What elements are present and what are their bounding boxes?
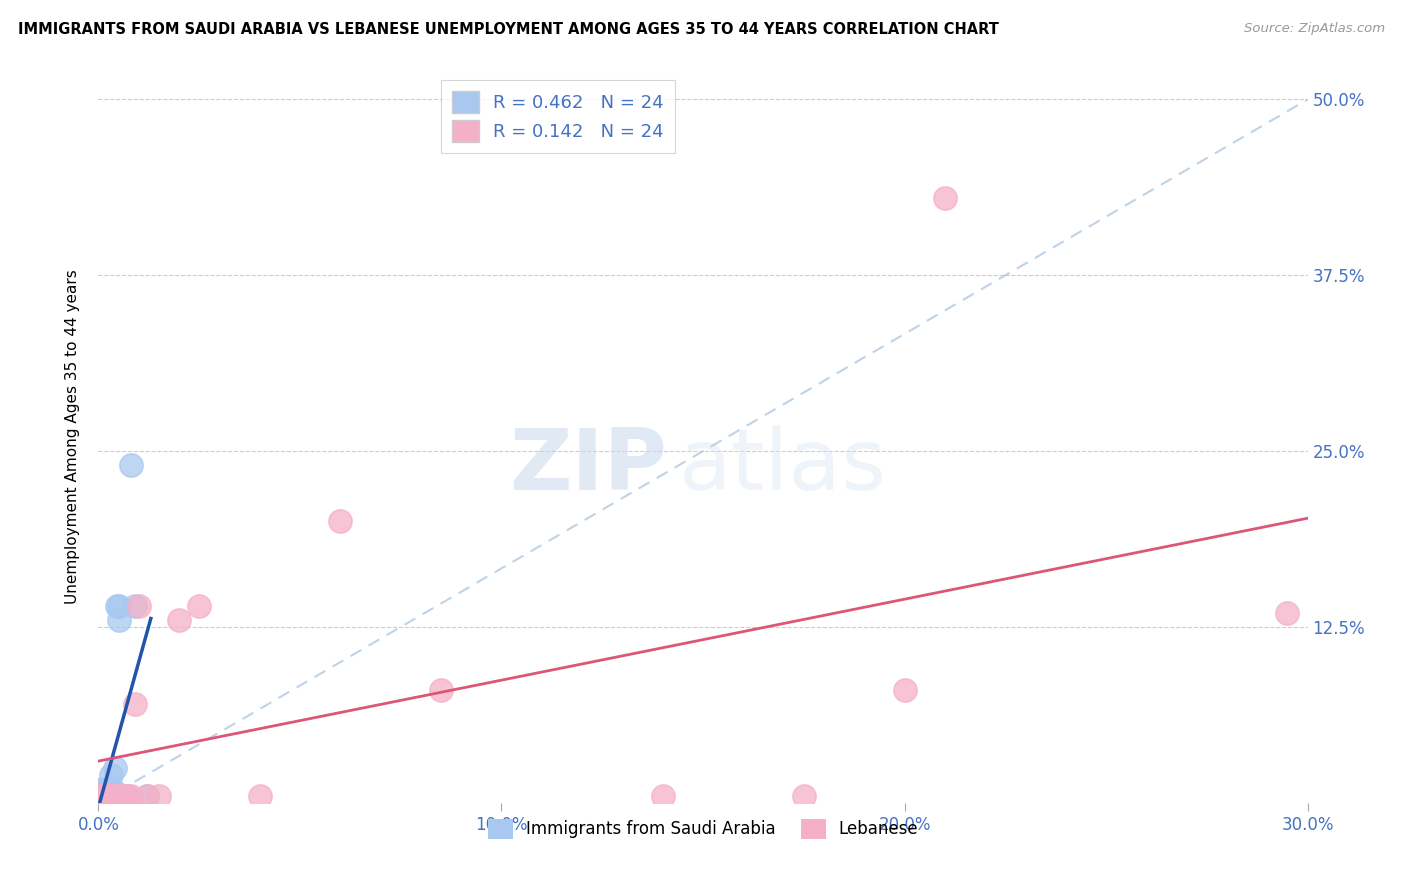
Point [91, 781, 114, 796]
Point [100, 767, 122, 781]
Point [793, 789, 815, 803]
Point [89, 789, 111, 803]
Point [893, 683, 915, 698]
Point [651, 789, 673, 803]
Point [96, 784, 118, 798]
Point [167, 613, 190, 627]
Text: Source: ZipAtlas.com: Source: ZipAtlas.com [1244, 22, 1385, 36]
Text: atlas: atlas [679, 425, 887, 508]
Point [249, 789, 271, 803]
Point [107, 599, 129, 613]
Point [100, 789, 122, 803]
Point [100, 789, 122, 803]
Point [135, 789, 157, 803]
Point [89, 789, 111, 803]
Point [103, 784, 125, 798]
Point [120, 789, 142, 803]
Point [93, 789, 115, 803]
Point [107, 789, 129, 803]
Point [96, 789, 118, 803]
Point [124, 698, 146, 712]
Point [329, 515, 352, 529]
Point [100, 781, 122, 796]
Point [1277, 606, 1299, 620]
Point [128, 599, 150, 613]
Y-axis label: Unemployment Among Ages 35 to 44 years: Unemployment Among Ages 35 to 44 years [65, 269, 80, 605]
Point [91, 789, 114, 803]
Point [100, 789, 122, 803]
Point [96, 781, 118, 796]
Point [115, 789, 138, 803]
Point [107, 789, 129, 803]
Point [120, 458, 142, 473]
Point [124, 599, 146, 613]
Text: IMMIGRANTS FROM SAUDI ARABIA VS LEBANESE UNEMPLOYMENT AMONG AGES 35 TO 44 YEARS : IMMIGRANTS FROM SAUDI ARABIA VS LEBANESE… [18, 22, 1000, 37]
Point [103, 789, 125, 803]
Point [111, 789, 134, 803]
Point [188, 599, 211, 613]
Text: ZIP: ZIP [509, 425, 666, 508]
Point [97, 789, 120, 803]
Point [111, 789, 134, 803]
Point [148, 789, 170, 803]
Point [135, 789, 157, 803]
Point [934, 191, 956, 205]
Point [96, 789, 118, 803]
Point [105, 599, 128, 613]
Point [107, 613, 129, 627]
Point [115, 789, 138, 803]
Point [101, 789, 124, 803]
Point [91, 789, 114, 803]
Point [430, 683, 453, 698]
Legend: Immigrants from Saudi Arabia, Lebanese: Immigrants from Saudi Arabia, Lebanese [481, 812, 925, 846]
Point [103, 789, 125, 803]
Point [103, 761, 125, 775]
